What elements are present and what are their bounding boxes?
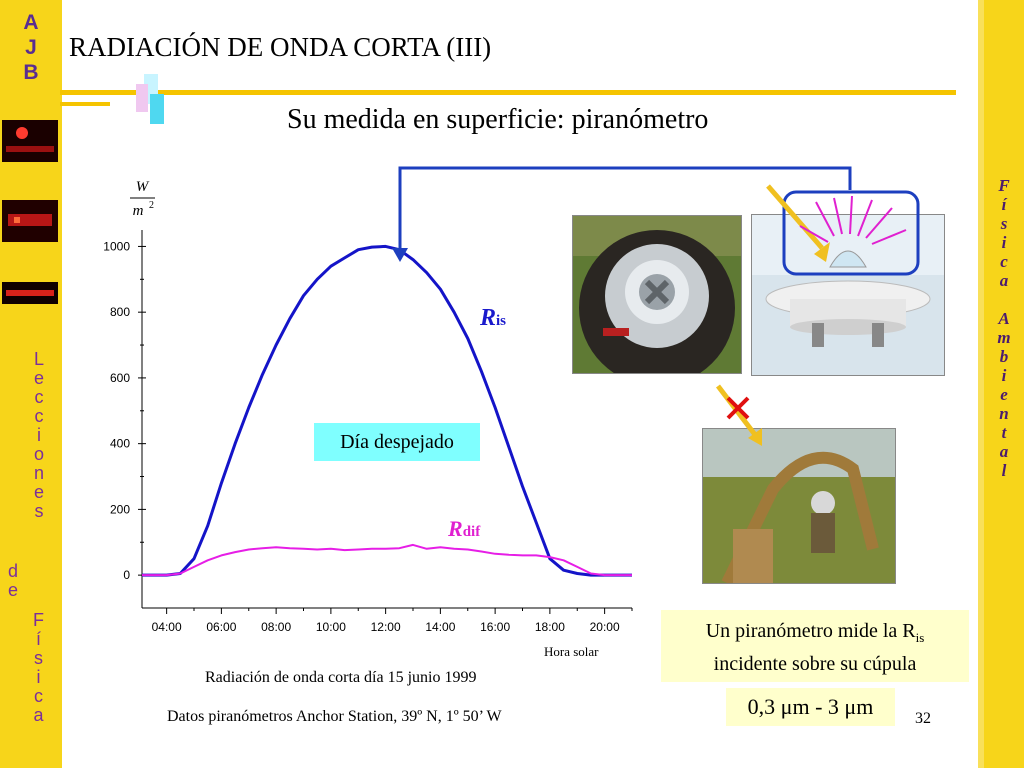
incident-radiation-diagram [766, 184, 920, 276]
fisica-letter: s [34, 648, 43, 668]
fisica-letter: i [36, 667, 41, 687]
info-text-b: incidente sobre su cúpula [713, 653, 917, 675]
lecciones-letter: n [34, 463, 45, 483]
y-axis-unit-denominator: m [133, 203, 144, 219]
fisica-ambiental-letter: b [999, 347, 1009, 366]
fisica-ambiental-letter: a [999, 442, 1009, 461]
diffuse-radiation-arrows [799, 195, 907, 245]
x-tick-label: 20:00 [590, 620, 620, 634]
thumbnail-red-spectrum [2, 200, 58, 242]
ris-series-line [142, 244, 632, 577]
de-letter: e [8, 580, 19, 600]
fisica-ambiental-letter: c [1000, 252, 1008, 271]
lecciones-letter: s [34, 501, 44, 521]
fisica-ambiental-letter: í [1001, 195, 1007, 214]
fisica-ambiental-letter: a [999, 271, 1009, 290]
y-tick-label: 0 [123, 568, 130, 582]
lecciones-letter: L [34, 349, 45, 369]
fisica-letter: a [33, 705, 44, 725]
lecciones-letter: o [34, 444, 45, 464]
ajb-letter: B [23, 61, 39, 84]
shadow-ring-pyranometer-photo [702, 428, 896, 586]
x-tick-label: 14:00 [425, 620, 455, 634]
info-text-a: Un piranómetro mide la R [705, 620, 916, 642]
blocked-x-icon [726, 396, 750, 420]
wavelength-range-box: 0,3 μm - 3 μm [726, 688, 895, 726]
fisica-ambiental-letter: e [1000, 385, 1008, 404]
fisica-ambiental-letter: i [1001, 233, 1007, 252]
fisica-letter: c [34, 686, 43, 706]
right-sidebar-edge [978, 0, 984, 768]
ajb-letter: A [23, 11, 39, 34]
ris-label-main: R [480, 305, 497, 331]
title-underline-short [60, 102, 110, 106]
lecciones-letter: i [37, 425, 41, 445]
blocked-beam-diagram [716, 384, 762, 446]
clear-day-label: Día despejado [314, 423, 480, 461]
thumbnail-line-spectrum [2, 282, 58, 304]
pyranometer-photo-top-view [572, 215, 742, 386]
fisica-letter: F [33, 610, 44, 630]
y-axis-unit-exponent: 2 [149, 200, 154, 211]
data-source-caption: Datos piranómetros Anchor Station, 39º N… [167, 708, 502, 725]
lecciones-letter: c [34, 387, 44, 407]
pyranometer-info-box: Un piranómetro mide la Ris incidente sob… [661, 610, 969, 682]
x-tick-label: 08:00 [261, 620, 291, 634]
decorative-logo-squares [136, 74, 164, 124]
radiation-chart: 0 200 400 600 800 1000 04:00 06:00 08:00 10:00 12:… [103, 179, 633, 634]
rdif-series-label: Rdif [448, 516, 480, 542]
y-axis-unit-numerator: W [136, 179, 150, 195]
lecciones-letter: e [34, 482, 45, 502]
dome-highlight-box [782, 190, 920, 276]
info-text-sub: is [915, 630, 925, 645]
fisica-letter: í [35, 629, 41, 649]
direct-beam-arrow [766, 184, 824, 250]
ajb-letter: J [25, 36, 37, 59]
thumbnail-red-glow [2, 120, 58, 162]
x-tick-label: 16:00 [480, 620, 510, 634]
ris-series-label: Ris [480, 305, 506, 332]
lecciones-letter: c [34, 406, 44, 426]
fisica-ambiental-letter: F [998, 176, 1010, 195]
y-tick-label: 200 [110, 502, 130, 516]
x-tick-label: 12:00 [371, 620, 401, 634]
ris-label-sub: is [496, 313, 507, 329]
fisica-ambiental-letter: A [998, 309, 1010, 328]
x-tick-label: 10:00 [316, 620, 346, 634]
connector-arrow [392, 166, 852, 262]
fisica-ambiental-letter: n [999, 404, 1009, 423]
y-tick-label: 800 [110, 305, 130, 319]
fisica-ambiental-letter: t [1001, 423, 1007, 442]
lecciones-letter: e [34, 368, 45, 388]
page-number: 32 [915, 710, 931, 727]
x-axis-label: Hora solar [544, 644, 599, 659]
chart-caption: Radiación de onda corta día 15 junio 199… [205, 669, 477, 686]
left-sidebar-band [0, 0, 62, 768]
right-sidebar-band [984, 0, 1024, 768]
slide-title: RADIACIÓN DE ONDA CORTA (III) [69, 32, 492, 62]
slide-subtitle: Su medida en superficie: piranómetro [287, 104, 709, 135]
fisica-ambiental-letter [1002, 291, 1006, 310]
x-tick-label: 06:00 [206, 620, 236, 634]
y-tick-label: 600 [110, 371, 130, 385]
fisica-ambiental-letter: m [997, 328, 1011, 347]
fisica-ambiental-letter: s [1000, 214, 1008, 233]
x-tick-label: 18:00 [535, 620, 565, 634]
rdif-label-main: R [448, 516, 463, 541]
y-tick-label: 400 [110, 437, 130, 451]
de-letter: d [8, 561, 19, 581]
x-tick-label: 04:00 [152, 620, 182, 634]
rdif-series-line [142, 543, 632, 577]
fisica-ambiental-letter: l [1001, 461, 1007, 480]
title-underline [60, 90, 956, 95]
y-tick-label: 1000 [103, 239, 130, 253]
rdif-label-sub: dif [462, 524, 481, 540]
fisica-ambiental-letter: i [1001, 366, 1007, 385]
